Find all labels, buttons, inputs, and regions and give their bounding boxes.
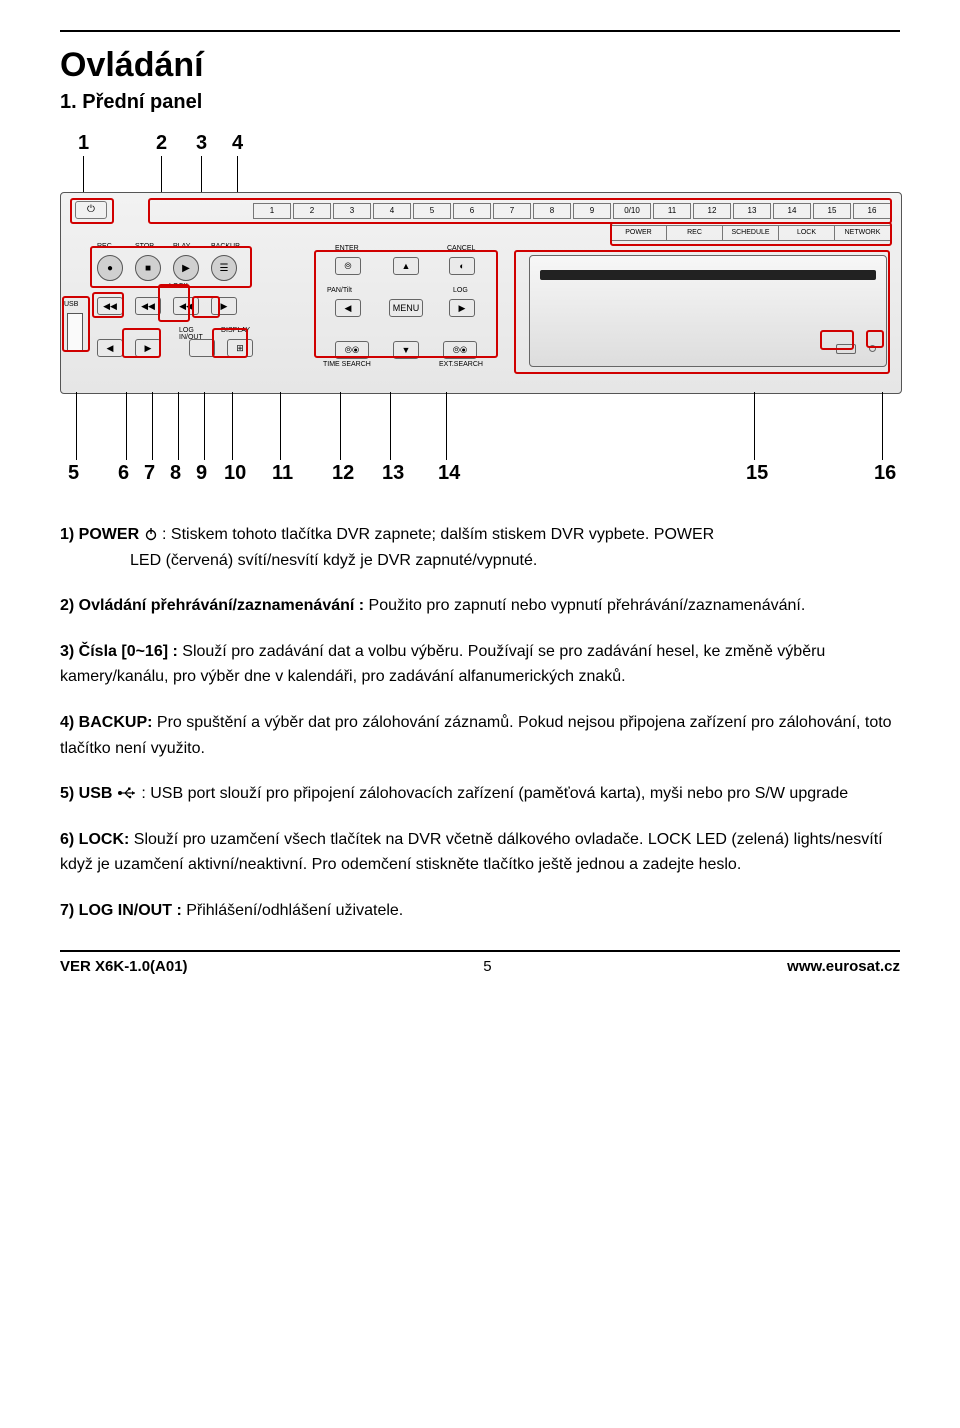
callout-number: 4 bbox=[232, 132, 243, 155]
item-5-body: : USB port slouží pro připojení zálohova… bbox=[137, 785, 848, 802]
callout-number: 8 bbox=[170, 462, 181, 485]
control-small-button: ◀ bbox=[97, 339, 123, 357]
item-7-body: Přihlášení/odhlášení uživatele. bbox=[182, 902, 403, 919]
item-1-head: 1) POWER bbox=[60, 526, 139, 543]
callout-line bbox=[152, 392, 153, 460]
log-label: LOG IN/OUT bbox=[179, 327, 215, 341]
highlight-box bbox=[610, 222, 892, 246]
highlight-box bbox=[92, 292, 124, 318]
highlight-box bbox=[212, 328, 248, 358]
callout-number: 10 bbox=[224, 462, 246, 485]
item-4: 4) BACKUP: Pro spuštění a výběr dat pro … bbox=[60, 710, 900, 761]
callout-line bbox=[232, 392, 233, 460]
item-6-body: Slouží pro uzamčení všech tlačítek na DV… bbox=[60, 831, 883, 874]
callout-number: 11 bbox=[272, 462, 293, 485]
item-5-head: 5) USB bbox=[60, 785, 112, 802]
callout-line bbox=[83, 156, 84, 196]
callout-number: 12 bbox=[332, 462, 354, 485]
callout-line bbox=[201, 156, 202, 196]
callout-line bbox=[76, 392, 77, 460]
item-7-head: 7) LOG IN/OUT : bbox=[60, 902, 182, 919]
section-title: 1. Přední panel bbox=[60, 91, 900, 114]
page-footer: VER X6K-1.0(A01) 5 www.eurosat.cz bbox=[60, 950, 900, 975]
highlight-box bbox=[62, 296, 90, 352]
callout-number: 5 bbox=[68, 462, 79, 485]
callout-number: 14 bbox=[438, 462, 460, 485]
item-1-body: : Stiskem tohoto tlačítka DVR zapnete; d… bbox=[158, 526, 715, 543]
item-2-head: 2) Ovládání přehrávání/zaznamenávání : bbox=[60, 597, 364, 614]
callout-line bbox=[340, 392, 341, 460]
callout-number: 13 bbox=[382, 462, 404, 485]
item-2-body: Použito pro zapnutí nebo vypnutí přehráv… bbox=[364, 597, 805, 614]
callout-line bbox=[754, 392, 755, 460]
item-6-head: 6) LOCK: bbox=[60, 831, 129, 848]
callout-line bbox=[204, 392, 205, 460]
highlight-box bbox=[314, 250, 498, 358]
highlight-box bbox=[866, 330, 884, 348]
front-panel-diagram: 1234 ⏻ 1234567890/10111213141516 POWERRE… bbox=[60, 132, 900, 492]
callout-line bbox=[446, 392, 447, 460]
callout-line bbox=[390, 392, 391, 460]
footer-center: 5 bbox=[483, 958, 491, 975]
ext-search-label: EXT.SEARCH bbox=[439, 361, 483, 368]
footer-right: www.eurosat.cz bbox=[787, 958, 900, 975]
highlight-box bbox=[820, 330, 854, 350]
highlight-box bbox=[158, 284, 190, 322]
item-2: 2) Ovládání přehrávání/zaznamenávání : P… bbox=[60, 593, 900, 619]
highlight-box bbox=[148, 198, 892, 224]
highlight-box bbox=[514, 250, 890, 374]
callout-number: 1 bbox=[78, 132, 89, 155]
callout-line bbox=[178, 392, 179, 460]
item-6: 6) LOCK: Slouží pro uzamčení všech tlačí… bbox=[60, 827, 900, 878]
item-7: 7) LOG IN/OUT : Přihlášení/odhlášení uži… bbox=[60, 898, 900, 924]
highlight-box bbox=[122, 328, 161, 358]
callout-number: 2 bbox=[156, 132, 167, 155]
highlight-box bbox=[90, 246, 252, 288]
item-3-head: 3) Čísla [0~16] : bbox=[60, 643, 178, 660]
page-title: Ovládání bbox=[60, 46, 900, 85]
item-4-head: 4) BACKUP: bbox=[60, 714, 152, 731]
callout-number: 3 bbox=[196, 132, 207, 155]
callout-number: 15 bbox=[746, 462, 768, 485]
callout-line bbox=[237, 156, 238, 196]
callout-number: 7 bbox=[144, 462, 155, 485]
time-search-label: TIME SEARCH bbox=[323, 361, 371, 368]
callout-line bbox=[280, 392, 281, 460]
callout-number: 6 bbox=[118, 462, 129, 485]
highlight-box bbox=[70, 198, 114, 224]
callout-line bbox=[882, 392, 883, 460]
item-1-body2: LED (červená) svítí/nesvítí když je DVR … bbox=[60, 548, 900, 574]
callout-number: 9 bbox=[196, 462, 207, 485]
item-1: 1) POWER : Stiskem tohoto tlačítka DVR z… bbox=[60, 522, 900, 573]
item-4-body: Pro spuštění a výběr dat pro zálohování … bbox=[60, 714, 892, 757]
item-5: 5) USB : USB port slouží pro připojení z… bbox=[60, 781, 900, 807]
callout-number: 16 bbox=[874, 462, 896, 485]
usb-icon bbox=[117, 782, 137, 794]
highlight-box bbox=[192, 296, 220, 318]
callout-line bbox=[126, 392, 127, 460]
callout-line bbox=[161, 156, 162, 196]
footer-left: VER X6K-1.0(A01) bbox=[60, 958, 188, 975]
item-3: 3) Čísla [0~16] : Slouží pro zadávání da… bbox=[60, 639, 900, 690]
power-icon bbox=[144, 524, 158, 538]
